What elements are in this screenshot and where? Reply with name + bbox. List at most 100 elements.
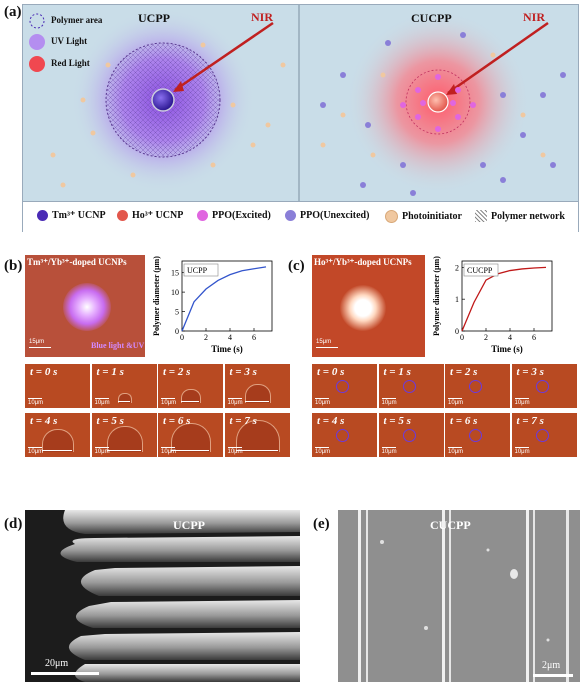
frame-time-label: t = 1 s bbox=[383, 366, 411, 378]
frame-scale-label: 10μm bbox=[381, 400, 397, 406]
sem-cucpp-scale: 2μm bbox=[542, 660, 561, 671]
frame-time-label: t = 3 s bbox=[516, 366, 544, 378]
time-frame: t = 4 s 10μm bbox=[25, 413, 90, 457]
diameter-arrow bbox=[181, 401, 199, 402]
x-axis-label: Time (s) bbox=[211, 344, 243, 354]
frame-scale-label: 10μm bbox=[381, 449, 397, 455]
x-tick-label: 0 bbox=[180, 333, 184, 342]
sem-cucpp-title: CUCPP bbox=[430, 518, 471, 532]
photoinitiator-particle bbox=[50, 152, 56, 158]
legend-ppo-ex-label: PPO(Excited) bbox=[212, 210, 271, 221]
nir-beam-right bbox=[447, 21, 549, 95]
frame-time-label: t = 5 s bbox=[383, 415, 411, 427]
ppo-unexcited-particle bbox=[550, 162, 556, 168]
legend-ho-ucnp: Ho³⁺ UCNP bbox=[117, 210, 183, 221]
x-tick-label: 2 bbox=[484, 333, 488, 342]
time-frame: t = 2 s 10μm bbox=[158, 364, 223, 408]
polymer-growth bbox=[244, 384, 271, 403]
polymer-ring bbox=[336, 429, 349, 442]
panel-c-label: (c) bbox=[288, 258, 305, 274]
y-axis-label: Polymer diameter (μm) bbox=[152, 256, 161, 336]
time-frame: t = 3 s 10μm bbox=[224, 364, 290, 408]
frame-scale-label: 10μm bbox=[227, 400, 243, 406]
polymer-growth bbox=[235, 419, 280, 452]
series-line bbox=[181, 266, 267, 332]
ucpp-title: UCPP bbox=[138, 11, 170, 25]
y-tick-label: 1 bbox=[455, 295, 459, 304]
polymer-growth bbox=[181, 388, 201, 403]
ppo-excited-particle bbox=[455, 114, 461, 120]
legend-tm-ucnp: Tm³⁺ UCNP bbox=[37, 210, 106, 221]
time-frame: t = 5 s 10μm bbox=[378, 413, 444, 457]
ppo-excited-particle bbox=[400, 102, 406, 108]
legend-tm-label: Tm³⁺ UCNP bbox=[52, 210, 106, 221]
frame-time-label: t = 6 s bbox=[163, 415, 191, 427]
panel-a-schematic: Polymer area UV Light Red Light UCPP CUC… bbox=[22, 4, 579, 232]
y-tick-label: 2 bbox=[455, 263, 459, 272]
frame-scale-label: 10μm bbox=[514, 400, 530, 406]
ppo-unexcited-particle bbox=[385, 40, 391, 46]
photoinitiator-particle bbox=[380, 72, 386, 78]
ppo-unexcited-particle bbox=[500, 92, 506, 98]
photoinitiator-particle bbox=[60, 182, 66, 188]
polymer-ring bbox=[469, 380, 482, 393]
ppo-unexcited-particle bbox=[500, 177, 506, 183]
legend-photo-label: Photoinitiator bbox=[402, 211, 462, 222]
ppo-excited-particle bbox=[450, 100, 456, 106]
panel-d-label: (d) bbox=[4, 516, 23, 532]
diameter-arrow bbox=[42, 450, 72, 451]
ppo-unexcited-particle bbox=[460, 32, 466, 38]
photoinitiator-particle bbox=[130, 172, 136, 178]
time-frame: t = 7 s 10μm bbox=[511, 413, 577, 457]
time-frame: t = 1 s 10μm bbox=[378, 364, 444, 408]
x-tick-label: 2 bbox=[204, 333, 208, 342]
tm-emission-image: Tm³⁺/Yb³⁺-doped UCNPs Blue light &UV 15μ… bbox=[25, 255, 145, 357]
time-frame: t = 3 s 10μm bbox=[511, 364, 577, 408]
photoinitiator-particle bbox=[490, 52, 496, 58]
frame-scale-label: 10μm bbox=[315, 449, 331, 455]
tm-image-title: Tm³⁺/Yb³⁺-doped UCNPs bbox=[27, 257, 127, 267]
photoinitiator-particle bbox=[250, 142, 256, 148]
polymer-ring bbox=[469, 429, 482, 442]
frame-time-label: t = 5 s bbox=[96, 415, 124, 427]
ppo-excited-particle bbox=[435, 74, 441, 80]
diameter-arrow bbox=[106, 450, 141, 451]
frame-time-label: t = 1 s bbox=[96, 366, 124, 378]
photoinitiator-particle bbox=[520, 112, 526, 118]
diameter-arrow bbox=[171, 450, 209, 451]
y-tick-label: 15 bbox=[171, 269, 179, 278]
time-frame: t = 6 s 10μm bbox=[445, 413, 510, 457]
legend-network-label: Polymer network bbox=[491, 210, 565, 222]
ppo-unexcited-particle bbox=[320, 102, 326, 108]
panel-b-label: (b) bbox=[4, 258, 23, 274]
polymer-ring bbox=[402, 380, 416, 393]
ppo-unexcited-particle bbox=[360, 182, 366, 188]
ho-ucnp bbox=[427, 91, 449, 113]
legend-ho-label: Ho³⁺ UCNP bbox=[132, 210, 184, 221]
frame-time-label: t = 0 s bbox=[317, 366, 345, 378]
frame-time-label: t = 7 s bbox=[229, 415, 257, 427]
key-uv-light: UV Light bbox=[51, 36, 88, 46]
tm-image-annotation: Blue light &UV bbox=[91, 341, 145, 350]
frame-scale-label: 10μm bbox=[94, 400, 110, 406]
frame-time-label: t = 0 s bbox=[30, 366, 58, 378]
photoinitiator-particle bbox=[540, 152, 546, 158]
ppo-unexcited-particle bbox=[480, 162, 486, 168]
series-line bbox=[461, 266, 547, 332]
nir-label-left: NIR bbox=[251, 10, 274, 24]
y-tick-label: 0 bbox=[455, 327, 459, 336]
ppo-excited-particle bbox=[435, 126, 441, 132]
plot-frame bbox=[461, 260, 553, 332]
time-frame: t = 4 s 10μm bbox=[312, 413, 377, 457]
legend-label: CUCPP bbox=[467, 266, 493, 275]
time-frame: t = 0 s 10μm bbox=[312, 364, 377, 408]
legend-polymer-network: Polymer network bbox=[475, 210, 565, 222]
ppo-excited-particle bbox=[470, 102, 476, 108]
panel-e-label: (e) bbox=[313, 516, 330, 532]
ho-emission-image: Ho³⁺/Yb³⁺-doped UCNPs 15μm bbox=[312, 255, 425, 357]
frame-scale-label: 10μm bbox=[94, 449, 110, 455]
photoinitiator-particle bbox=[90, 130, 96, 136]
ppo-excited-particle bbox=[415, 114, 421, 120]
polymer-growth bbox=[117, 393, 132, 403]
ppo-unexcited-particle bbox=[560, 72, 566, 78]
